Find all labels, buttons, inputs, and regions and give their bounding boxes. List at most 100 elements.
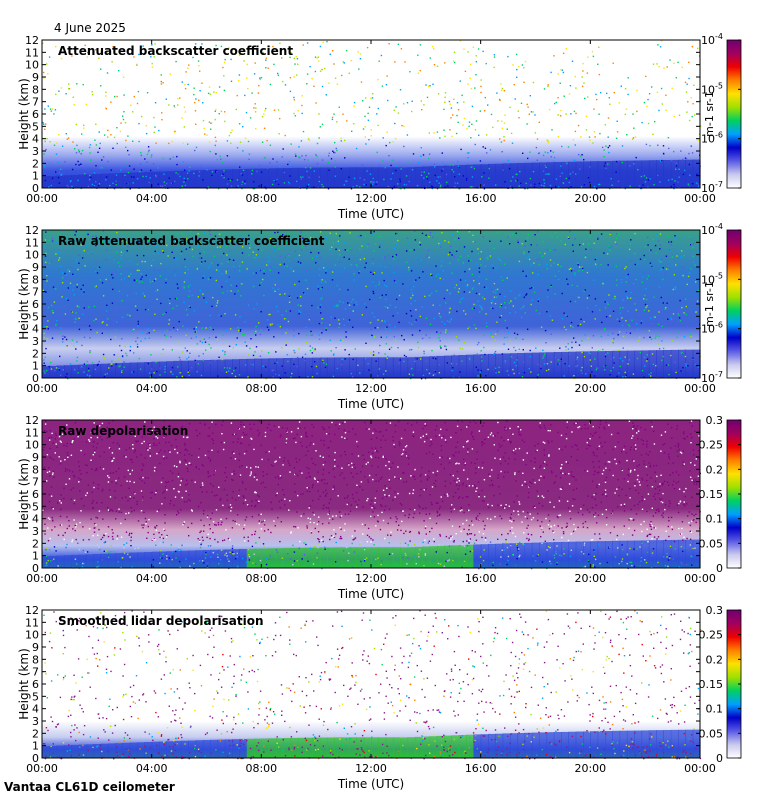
x-tick-label: 08:00: [245, 762, 277, 775]
colorbar-tick-label: 0.05: [699, 537, 724, 550]
x-tick-label: 12:00: [355, 572, 387, 585]
x-tick-label: 16:00: [465, 192, 497, 205]
panel-raw-depolarisation: 0 1 2 3 4 5 6 7 8 9 10 11 12 00:00 04:00 08:00 12:00 16:0…: [0, 410, 780, 601]
y-axis-label: Height (km): [17, 458, 31, 529]
y-axis-label: Height (km): [17, 268, 31, 339]
x-tick-label: 04:00: [136, 572, 168, 585]
y-tick-label: 2: [32, 727, 39, 740]
y-tick-label: 5: [32, 120, 39, 133]
panel-attenuated-backscatter: 0 1 2 3 4 5 6 7 8 9 10 11 12 00:00 04:00 08:00 12:00 16:0…: [0, 30, 780, 221]
y-tick-label: 6: [32, 678, 39, 691]
x-tick-label: 20:00: [574, 572, 606, 585]
y-tick-label: 9: [32, 261, 39, 274]
x-tick-label: 00:00: [26, 382, 58, 395]
y-tick-label: 9: [32, 71, 39, 84]
x-tick-label: 00:00: [26, 572, 58, 585]
y-tick-label: 7: [32, 96, 39, 109]
x-tick-label: 04:00: [136, 382, 168, 395]
y-tick-label: 3: [32, 335, 39, 348]
x-tick-label: 12:00: [355, 192, 387, 205]
x-tick-label: 16:00: [465, 572, 497, 585]
y-tick-label: 11: [25, 426, 39, 439]
y-tick-label: 8: [32, 83, 39, 96]
colorbar: [726, 229, 742, 379]
x-tick-label: 00:00: [26, 192, 58, 205]
x-axis-label: Time (UTC): [337, 397, 404, 411]
y-tick-label: 12: [25, 34, 39, 47]
boundary-layer: [42, 539, 701, 568]
y-tick-label: 0: [32, 752, 39, 765]
colorbar-tick-label: 0: [716, 752, 723, 765]
colorbar-tick-label: 10-5: [701, 271, 723, 286]
y-tick-label: 2: [32, 537, 39, 550]
x-tick-label: 04:00: [136, 192, 168, 205]
y-tick-label: 0: [32, 372, 39, 385]
y-tick-label: 1: [32, 170, 39, 183]
signal-speckle: [43, 610, 702, 760]
x-tick-label: 12:00: [355, 762, 387, 775]
signal-speckle: [42, 230, 701, 380]
y-tick-label: 10: [25, 439, 39, 452]
y-tick-label: 6: [32, 298, 39, 311]
y-tick-label: 12: [25, 224, 39, 237]
colorbar-tick-label: 0.05: [699, 727, 724, 740]
y-tick-label: 3: [32, 145, 39, 158]
y-tick-label: 11: [25, 616, 39, 629]
y-tick-label: 1: [32, 740, 39, 753]
colorbar-tick-label: 10-5: [701, 81, 723, 96]
colorbar-tick-label: 0.1: [706, 513, 724, 526]
x-tick-label: 20:00: [574, 762, 606, 775]
date-label: 4 June 2025: [54, 21, 126, 35]
footer-label: Vantaa CL61D ceilometer: [4, 780, 175, 794]
x-tick-label: 08:00: [245, 192, 277, 205]
y-tick-label: 6: [32, 108, 39, 121]
panel-smoothed-depolarisation: 0 1 2 3 4 5 6 7 8 9 10 11 12 00:00 04:00 08:00 12:00 16:0…: [0, 600, 780, 791]
y-tick-label: 8: [32, 463, 39, 476]
colorbar-tick-label: 0.1: [706, 703, 724, 716]
x-tick-label: 00:00: [684, 192, 716, 205]
y-tick-label: 8: [32, 653, 39, 666]
colorbar-unit: m-1 sr-1: [703, 281, 716, 327]
y-tick-label: 5: [32, 310, 39, 323]
colorbar-tick-label: 0.2: [706, 463, 724, 476]
x-tick-label: 08:00: [245, 382, 277, 395]
y-tick-label: 10: [25, 249, 39, 262]
y-tick-label: 5: [32, 500, 39, 513]
y-axis-label: Height (km): [17, 78, 31, 149]
y-tick-label: 10: [25, 59, 39, 72]
y-tick-label: 5: [32, 690, 39, 703]
y-tick-label: 0: [32, 182, 39, 195]
panel-title: Raw depolarisation: [58, 424, 188, 438]
y-tick-label: 4: [32, 513, 39, 526]
colorbar-tick-label: 0.15: [699, 678, 724, 691]
colorbar-tick-label: 0: [716, 562, 723, 575]
y-tick-label: 10: [25, 629, 39, 642]
signal-speckle: [42, 40, 702, 190]
y-tick-label: 8: [32, 273, 39, 286]
y-tick-label: 4: [32, 323, 39, 336]
colorbar-tick-label: 10-7: [701, 180, 723, 195]
y-tick-label: 3: [32, 525, 39, 538]
colorbar-tick-label: 10-4: [701, 222, 723, 237]
x-tick-label: 16:00: [465, 762, 497, 775]
colorbar-unit: m-1 sr-1: [703, 91, 716, 137]
x-tick-label: 00:00: [26, 762, 58, 775]
y-tick-label: 2: [32, 157, 39, 170]
colorbar-tick-label: 0.15: [699, 488, 724, 501]
panel-raw-backscatter: 0 1 2 3 4 5 6 7 8 9 10 11 12 00:00 04:00 08:00 12:00 16:0…: [0, 220, 780, 411]
colorbar-tick-label: 0.2: [706, 653, 724, 666]
colorbar-tick-label: 0.25: [699, 629, 724, 642]
signal-speckle: [42, 420, 702, 570]
colorbar-tick-label: 0.3: [706, 604, 724, 617]
panel-title: Attenuated backscatter coefficient: [58, 44, 293, 58]
colorbar-tick-label: 0.25: [699, 439, 724, 452]
y-tick-label: 6: [32, 488, 39, 501]
x-axis-label: Time (UTC): [337, 777, 404, 791]
y-tick-label: 12: [25, 414, 39, 427]
y-tick-label: 1: [32, 360, 39, 373]
panel-title: Smoothed lidar depolarisation: [58, 614, 264, 628]
y-tick-label: 11: [25, 46, 39, 59]
